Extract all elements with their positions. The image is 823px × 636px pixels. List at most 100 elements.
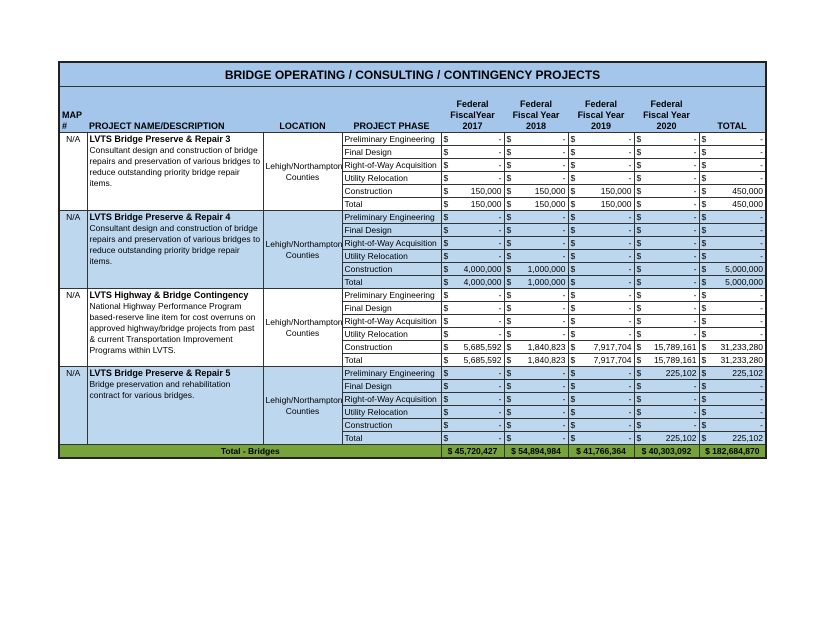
amount: $ - xyxy=(507,225,566,236)
amount-value: - xyxy=(628,329,632,339)
title-row: BRIDGE OPERATING / CONSULTING / CONTINGE… xyxy=(58,61,767,87)
amount-cell: $ - xyxy=(440,236,505,250)
currency-symbol: $ xyxy=(506,212,512,222)
amount-cell: $150,000 xyxy=(503,197,569,211)
amount-cell: $ - xyxy=(633,210,700,224)
phase-row: Utility Relocation $ - $ - $ - $ - $ - xyxy=(59,327,767,341)
table-body: BRIDGE OPERATING / CONSULTING / CONTINGE… xyxy=(58,61,767,459)
amount-cell: $ - xyxy=(698,210,767,224)
amount-cell: $ - xyxy=(633,392,700,406)
amount-cell: $4,000,000 xyxy=(440,275,505,289)
amount-cell: $ - xyxy=(440,288,505,302)
currency-symbol: $ xyxy=(443,225,449,235)
amount-cell: $ - xyxy=(440,171,505,185)
amount: $ - xyxy=(507,173,566,184)
amount: $ - xyxy=(571,277,632,288)
amount-cell: $ - xyxy=(503,379,569,393)
currency-symbol: $ xyxy=(701,290,707,300)
amount: $15,789,161 xyxy=(637,342,697,353)
amount-value: - xyxy=(498,225,502,235)
amount-value: 15,789,161 xyxy=(653,355,697,365)
amount-value: - xyxy=(562,368,566,378)
currency-symbol: $ xyxy=(443,212,449,222)
amount: $ - xyxy=(637,407,697,418)
amount-value: - xyxy=(498,316,502,326)
project-name: LVTS Bridge Preserve & Repair 3 xyxy=(89,134,231,144)
amount-value: 225,102 xyxy=(665,368,697,378)
amount-cell: $ - xyxy=(633,288,700,302)
amount-cell: $5,685,592 xyxy=(440,340,505,354)
amount: $ - xyxy=(637,212,697,223)
currency-symbol: $ xyxy=(636,433,642,443)
amount: $ - xyxy=(507,316,566,327)
amount-cell: $ - xyxy=(440,314,505,328)
phase-name: Preliminary Engineering xyxy=(341,132,442,146)
currency-symbol: $ xyxy=(701,251,707,261)
grand-total-label: Total - Bridges xyxy=(58,444,442,459)
amount-value: - xyxy=(628,303,632,313)
phase-name: Final Design xyxy=(341,145,442,159)
amount: $ - xyxy=(444,173,502,184)
currency-symbol: $ xyxy=(701,264,707,274)
grand-total-amount: $ 182,684,870 xyxy=(698,444,767,459)
amount-cell: $ - xyxy=(698,145,767,159)
currency-symbol: $ xyxy=(443,134,449,144)
amount: $ - xyxy=(637,251,697,262)
currency-symbol: $ xyxy=(443,160,449,170)
project-cell: LVTS Bridge Preserve & Repair 5 Bridge pr… xyxy=(86,366,264,445)
amount: $ - xyxy=(444,394,502,405)
amount-value: 450,000 xyxy=(732,199,763,209)
amount-cell: $ - xyxy=(567,236,635,250)
currency-symbol: $ xyxy=(701,316,707,326)
phase-row: Right-of-Way Acquisition $ - $ - $ - $ - $ - xyxy=(59,392,767,406)
amount-cell: $5,000,000 xyxy=(698,275,767,289)
amount-value: - xyxy=(562,329,566,339)
currency-symbol: $ xyxy=(701,368,707,378)
currency-symbol: $ xyxy=(570,225,576,235)
amount: $ - xyxy=(443,225,502,236)
currency-symbol: $ xyxy=(443,355,449,365)
amount-cell: $ - xyxy=(633,418,700,432)
currency-symbol: $ xyxy=(570,212,576,222)
amount: $ - xyxy=(571,329,632,340)
amount-cell: $ - xyxy=(567,314,635,328)
amount-value: 225,102 xyxy=(732,368,763,378)
phase-name: Right-of-Way Acquisition xyxy=(341,392,442,406)
currency-symbol: $ xyxy=(506,355,512,365)
amount-cell: $150,000 xyxy=(503,184,569,198)
amount: $ - xyxy=(444,316,502,327)
amount: $7,917,704 xyxy=(571,342,632,353)
amount: $ - xyxy=(571,407,632,418)
currency-symbol: $ xyxy=(701,134,707,144)
amount-cell: $ - xyxy=(567,158,635,172)
amount-cell: $ - xyxy=(633,197,700,211)
amount: $5,685,592 xyxy=(444,342,502,353)
amount: $ - xyxy=(637,316,697,327)
amount-value: - xyxy=(628,212,632,222)
grand-total-amount: $ 45,720,427 xyxy=(440,444,505,459)
amount: $ - xyxy=(702,407,764,418)
amount: $ - xyxy=(637,303,697,314)
currency-symbol: $ xyxy=(701,173,707,183)
amount-value: - xyxy=(760,303,763,313)
amount: $ - xyxy=(444,303,502,314)
amount-value: - xyxy=(562,420,566,430)
amount: $ - xyxy=(637,160,697,171)
currency-symbol: $ xyxy=(506,290,512,300)
phase-name: Preliminary Engineering xyxy=(341,366,442,380)
amount-value: - xyxy=(498,381,502,391)
amount-cell: $ - xyxy=(567,301,635,315)
currency-symbol: $ xyxy=(636,277,642,287)
amount-value: - xyxy=(628,420,632,430)
amount-value: - xyxy=(693,329,697,339)
currency-symbol: $ xyxy=(570,433,576,443)
phase-row: Final Design $ - $ - $ - $ - $ - xyxy=(59,301,767,315)
amount-cell: $ - xyxy=(503,301,569,315)
phase-name: Final Design xyxy=(341,379,442,393)
project-location: Lehigh/Northampton Counties xyxy=(262,210,343,289)
amount-cell: $ - xyxy=(698,379,767,393)
currency-symbol: $ xyxy=(506,238,512,248)
amount-cell: $ - xyxy=(567,223,635,237)
amount-cell: $ - xyxy=(440,158,505,172)
